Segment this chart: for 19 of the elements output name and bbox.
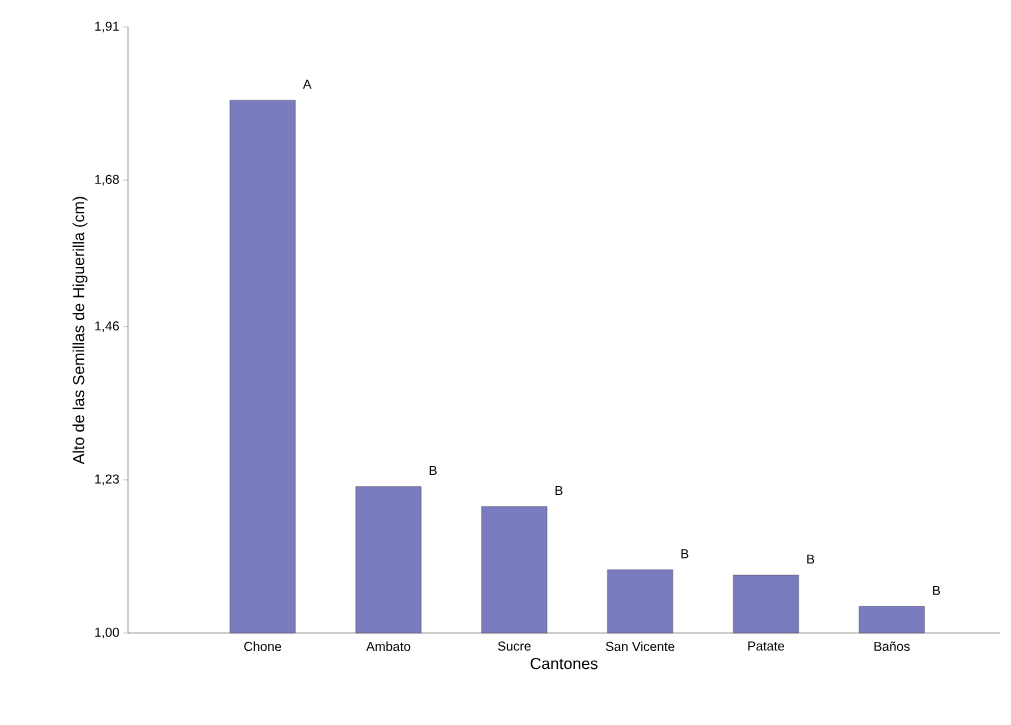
x-tick-label: Sucre xyxy=(497,641,531,651)
x-tick-label: Chone xyxy=(244,641,282,652)
y-axis-title: Alto de las Semillas de Higuerilla (cm) xyxy=(72,196,88,465)
annotation: B xyxy=(681,549,689,559)
x-axis-title: Cantones xyxy=(530,657,598,670)
x-tick-label: San Vicente xyxy=(605,641,675,652)
x-tick-label: Patate xyxy=(748,641,785,651)
x-tick-label: Ambato xyxy=(366,641,411,652)
y-tick-label: 1,68 xyxy=(95,174,119,186)
y-tick-label: 1,23 xyxy=(95,474,119,486)
y-tick-label: 1,46 xyxy=(95,321,119,333)
annotation: A xyxy=(302,79,312,89)
annotation: B xyxy=(429,466,437,475)
annotation: B xyxy=(555,486,563,495)
annotation: B xyxy=(933,585,940,595)
x-tick-label: Baños xyxy=(874,641,910,651)
y-tick-label: 1,91 xyxy=(95,21,119,33)
y-tick-label: 1,00 xyxy=(95,627,119,639)
annotation: B xyxy=(807,554,815,564)
